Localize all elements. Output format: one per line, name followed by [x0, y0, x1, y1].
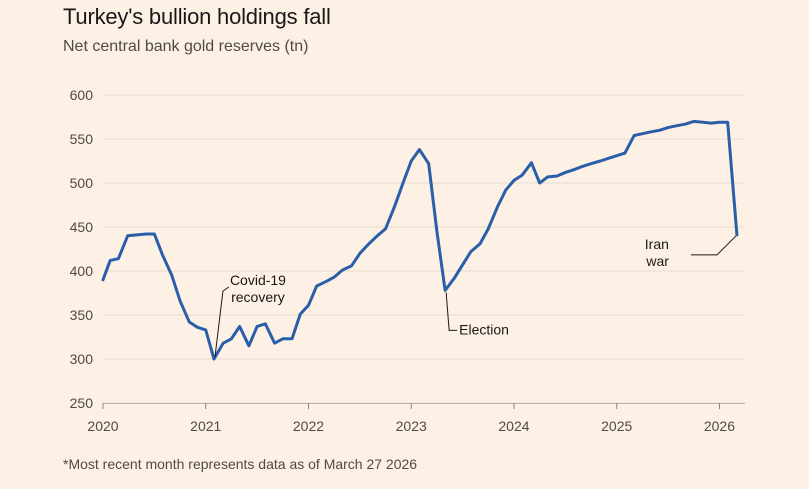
annotation-label-2-0: Iran	[645, 236, 669, 252]
chart-title: Turkey's bullion holdings fall	[63, 4, 331, 29]
annotation-label-1-0: Election	[459, 321, 509, 337]
annotation-label-0-0: Covid-19	[230, 272, 286, 288]
annotation-leader-2	[690, 235, 737, 256]
chart-subtitle: Net central bank gold reserves (tn)	[63, 38, 309, 55]
y-tick-label-600: 600	[70, 87, 94, 103]
y-tick-label-350: 350	[70, 307, 94, 323]
x-tick-label-2024: 2024	[498, 418, 529, 434]
y-tick-label-300: 300	[70, 351, 94, 367]
y-tick-label-500: 500	[70, 175, 94, 191]
series-line-0	[101, 119, 739, 361]
x-tick-label-2026: 2026	[704, 418, 735, 434]
y-tick-label-550: 550	[70, 131, 94, 147]
x-tick-label-2020: 2020	[87, 418, 118, 434]
y-axis: 600 550 500 450 400 350 300 250	[70, 87, 94, 411]
annotation-label-2-1: war	[645, 253, 669, 269]
chart-footnote: *Most recent month represents data as of…	[63, 456, 418, 472]
y-tick-label-250: 250	[70, 395, 94, 411]
x-tick-label-2023: 2023	[396, 418, 427, 434]
annotation-1: Election	[445, 292, 509, 337]
annotation-label-0-1: recovery	[231, 289, 285, 305]
annotation-leader-0	[214, 286, 230, 358]
x-tick-label-2025: 2025	[601, 418, 632, 434]
y-tick-label-400: 400	[70, 263, 94, 279]
x-tick-label-2022: 2022	[293, 418, 324, 434]
series-group	[101, 119, 739, 361]
x-axis: 2020 2021 2022 2023 2024 2025 2026	[87, 403, 745, 434]
annotation-leader-1	[445, 292, 458, 331]
x-tick-label-2021: 2021	[190, 418, 221, 434]
y-tick-label-450: 450	[70, 219, 94, 235]
